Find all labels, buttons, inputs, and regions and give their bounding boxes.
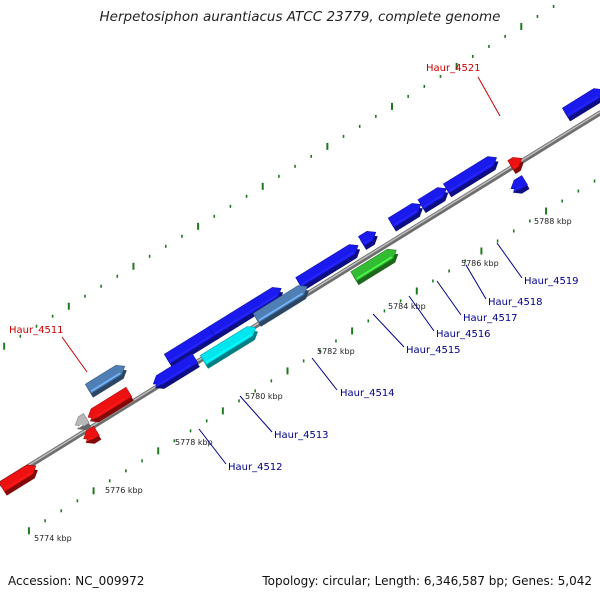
gene-haur-4511 xyxy=(84,364,126,395)
gene-haur-4519-b-shine xyxy=(423,194,443,208)
gene-haur-4519-a xyxy=(387,203,422,228)
gene-red-left-shine xyxy=(4,472,32,490)
leader-line-8 xyxy=(496,242,523,279)
gene-haur-4513 xyxy=(199,326,257,366)
gene-red-small-shine xyxy=(86,437,93,442)
gene-haur-4515 xyxy=(350,248,397,282)
gene-haur-4514 xyxy=(252,285,308,324)
scale-label-3: 5780 kbp xyxy=(245,392,283,401)
leader-line-1 xyxy=(198,428,227,465)
map-title: Herpetosiphon aurantiacus ATCC 23779, co… xyxy=(99,9,501,25)
gene-haur-4517-shine xyxy=(301,251,354,286)
gene-red-4511b-shine xyxy=(90,398,125,420)
scale-label-4: 5782 kbp xyxy=(317,347,355,356)
gene-haur-4519-c xyxy=(443,156,497,194)
gene-label-2: Haur_4513 xyxy=(274,430,329,441)
scale-label-2: 5778 kbp xyxy=(175,438,213,447)
gene-haur-4518-small-shine xyxy=(364,238,372,244)
gene-red-4511b xyxy=(87,386,133,419)
gene-haur-4522-shine xyxy=(567,95,599,116)
gene-haur-4517 xyxy=(295,244,359,288)
gene-haur-4519-c-shine xyxy=(449,163,493,192)
gene-red-small xyxy=(83,425,100,441)
gene-label-3: Haur_4514 xyxy=(340,388,395,399)
gene-haur-4514-upper-shine xyxy=(169,332,216,362)
gene-haur-4520 xyxy=(510,175,528,190)
gene-haur-4518-small xyxy=(358,230,377,247)
gene-label-7: Haur_4518 xyxy=(488,297,543,308)
gene-haur-4519-b xyxy=(417,187,447,210)
gene-haur-4513-shine xyxy=(205,333,252,363)
gene-label-6: Haur_4517 xyxy=(463,313,518,324)
leader-line-9 xyxy=(477,76,501,117)
gene-haur-4521-shine xyxy=(513,164,518,168)
accession-label: Accession: NC_009972 xyxy=(8,574,145,588)
gene-gray xyxy=(74,413,90,427)
gene-haur-4519-a-shine xyxy=(393,210,417,226)
gene-red-left xyxy=(0,464,37,493)
gene-haur-4512-shine xyxy=(156,364,191,387)
leader-line-2 xyxy=(239,395,273,433)
gene-haur-4512 xyxy=(152,353,199,386)
scale-label-7: 5788 kbp xyxy=(534,217,572,226)
leader-line-6 xyxy=(436,280,462,316)
gene-label-1: Haur_4512 xyxy=(228,462,283,473)
gene-haur-4520-shine xyxy=(513,186,521,192)
gene-haur-4522 xyxy=(561,88,600,118)
gene-haur-4511-shine xyxy=(90,372,121,392)
gene-label-4: Haur_4515 xyxy=(406,345,461,356)
gene-label-5: Haur_4516 xyxy=(436,329,491,340)
scale-label-1: 5776 kbp xyxy=(105,486,143,495)
genome-stats-label: Topology: circular; Length: 6,346,587 bp… xyxy=(262,574,592,588)
leader-line-7 xyxy=(465,264,487,300)
leader-line-5 xyxy=(408,295,435,332)
leader-line-0 xyxy=(61,336,88,373)
gene-gray-shine xyxy=(78,424,83,428)
gene-haur-4515-shine xyxy=(356,256,393,280)
leader-line-4 xyxy=(372,313,405,348)
gene-label-0: Haur_4511 xyxy=(9,325,64,336)
scale-label-0: 5774 kbp xyxy=(34,534,72,543)
gene-haur-4514-shine xyxy=(258,292,303,321)
scale-label-5: 5784 kbp xyxy=(388,302,426,311)
gene-haur-4516 xyxy=(208,287,282,337)
gene-label-9: Haur_4521 xyxy=(426,63,481,74)
leader-line-3 xyxy=(311,357,338,391)
gene-haur-4521 xyxy=(507,157,523,171)
gene-haur-4516-shine xyxy=(214,294,277,335)
scale-label-6: 5786 kbp xyxy=(461,259,499,268)
gene-label-8: Haur_4519 xyxy=(524,276,579,287)
